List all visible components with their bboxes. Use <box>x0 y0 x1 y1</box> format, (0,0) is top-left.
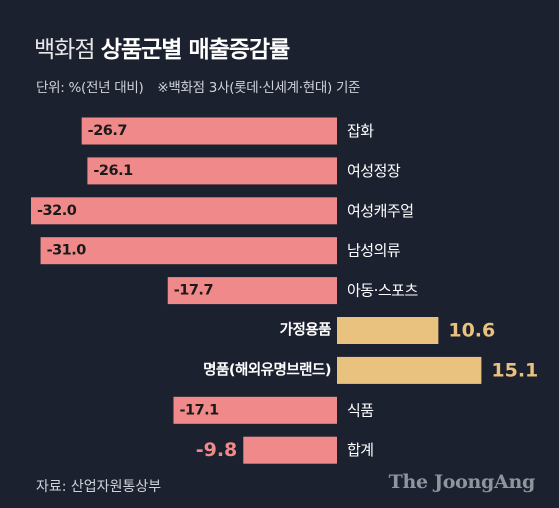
bar <box>81 117 338 145</box>
value-label: 15.1 <box>491 359 538 381</box>
value-label: -26.7 <box>88 123 127 139</box>
bar <box>31 197 337 225</box>
category-label: 여성정장 <box>347 162 401 180</box>
bar <box>167 277 337 305</box>
source-note: 자료: 산업자원통상부 <box>36 479 162 495</box>
basis-note: ※백화점 3사(롯데·신세계·현대) 기준 <box>157 80 361 96</box>
value-label: -9.8 <box>196 439 238 461</box>
value-label: -32.0 <box>37 203 77 219</box>
title-light: 백화점 <box>34 37 95 63</box>
category-label: 식품 <box>347 401 374 419</box>
value-label: -17.7 <box>174 283 213 299</box>
value-label: 10.6 <box>448 320 495 342</box>
category-label: 여성캐주얼 <box>347 202 414 220</box>
bar <box>40 237 337 265</box>
chart-title: 백화점 상품군별 매출증감률 <box>34 30 290 64</box>
bar <box>87 157 337 185</box>
title-bold: 상품군별 매출증감률 <box>100 37 290 63</box>
value-label: -17.1 <box>179 402 219 418</box>
bar <box>173 396 337 424</box>
category-label: 남성의류 <box>347 242 401 260</box>
category-label: 가정용품 <box>280 321 332 339</box>
category-label: 합계 <box>347 441 374 459</box>
bar <box>337 356 482 384</box>
publisher-logo: The JoongAng <box>388 471 536 493</box>
value-label: -31.0 <box>47 243 87 259</box>
category-label: 명품(해외유명브랜드) <box>203 360 331 378</box>
value-label: -26.1 <box>93 163 133 179</box>
bar <box>337 317 439 344</box>
unit-label: 단위: %(전년 대비) <box>36 80 144 96</box>
chart-subtitle: 단위: %(전년 대비) ※백화점 3사(롯데·신세계·현대) 기준 <box>36 76 360 96</box>
bar <box>243 436 337 464</box>
category-label: 잡화 <box>347 122 374 140</box>
category-label: 아동·스포츠 <box>347 282 418 300</box>
